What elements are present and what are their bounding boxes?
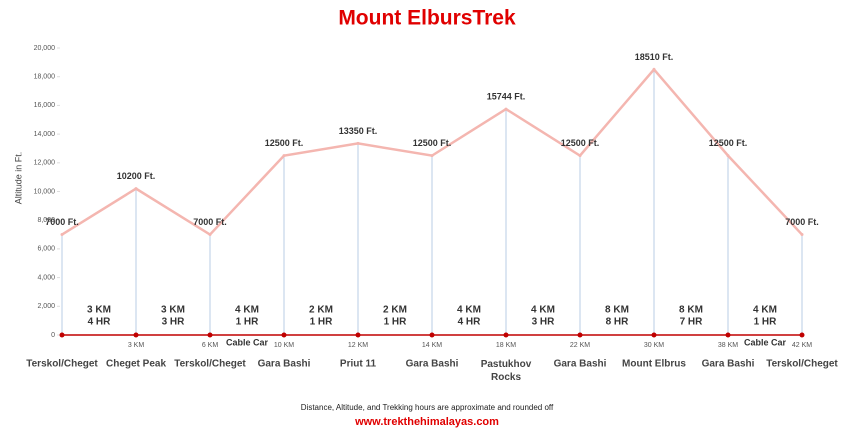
altitude-point xyxy=(282,154,286,158)
station-label: Gara Bashi xyxy=(702,359,755,370)
station-dot xyxy=(59,332,65,338)
station-dot xyxy=(725,332,731,338)
altitude-point xyxy=(800,233,804,237)
segment-time: 1 HR xyxy=(236,317,260,328)
segment-distance: 2 KM xyxy=(383,305,407,316)
station-label: Gara Bashi xyxy=(258,359,311,370)
y-tick-label: 16,000 xyxy=(34,102,56,109)
distance-label: 14 KM xyxy=(422,342,442,349)
y-tick-label: 4,000 xyxy=(37,274,55,281)
value-label: 10200 Ft. xyxy=(117,171,156,181)
station-label: Cheget Peak xyxy=(106,359,166,370)
station-dot xyxy=(799,332,805,338)
distance-label: 42 KM xyxy=(792,342,812,349)
y-tick-label: 10,000 xyxy=(34,188,56,195)
value-label: 12500 Ft. xyxy=(709,138,748,148)
distance-label: 18 KM xyxy=(496,342,516,349)
segment-distance: 3 KM xyxy=(161,305,185,316)
value-label: 12500 Ft. xyxy=(265,138,304,148)
footnote: Distance, Altitude, and Trekking hours a… xyxy=(301,403,554,412)
station-dot xyxy=(651,332,657,338)
segment-distance: 8 KM xyxy=(605,305,629,316)
y-tick-label: 12,000 xyxy=(34,160,56,167)
segment-distance: 2 KM xyxy=(309,305,333,316)
segment-distance: 4 KM xyxy=(457,305,481,316)
value-label: 12500 Ft. xyxy=(413,138,452,148)
segment-time: 1 HR xyxy=(310,317,334,328)
distance-label: 12 KM xyxy=(348,342,368,349)
value-label: 12500 Ft. xyxy=(561,138,600,148)
station-label: Pastukhov Rocks xyxy=(481,359,532,383)
altitude-point xyxy=(726,154,730,158)
station-label: Gara Bashi xyxy=(406,359,459,370)
station-label: Priut 11 xyxy=(340,359,377,370)
segment-time: 4 HR xyxy=(458,317,482,328)
segment-distance: 3 KM xyxy=(87,305,111,316)
altitude-point xyxy=(60,233,64,237)
y-tick-label: 18,000 xyxy=(34,74,56,81)
station-dot xyxy=(207,332,213,338)
y-tick-label: 2,000 xyxy=(37,303,55,310)
altitude-point xyxy=(652,67,656,71)
station-dot xyxy=(429,332,435,338)
value-label: 13350 Ft. xyxy=(339,126,378,136)
segment-time: 8 HR xyxy=(606,317,630,328)
segment-note: Cable Car xyxy=(226,337,269,347)
station-label: Terskol/Cheget xyxy=(26,359,98,370)
segment-time: 4 HR xyxy=(88,317,112,328)
value-label: 18510 Ft. xyxy=(635,52,674,62)
altitude-point xyxy=(430,154,434,158)
distance-label: 6 KM xyxy=(202,342,219,349)
segment-time: 1 HR xyxy=(754,317,778,328)
y-tick-label: 8,000 xyxy=(37,217,55,224)
altitude-point xyxy=(578,154,582,158)
station-label: Terskol/Cheget xyxy=(766,359,838,370)
y-tick-label: 14,000 xyxy=(34,131,56,138)
y-axis-label: Altitude in Ft. xyxy=(13,152,23,205)
station-label: Gara Bashi xyxy=(554,359,607,370)
altitude-point xyxy=(134,187,138,191)
distance-label: 3 KM xyxy=(128,342,145,349)
distance-label: 38 KM xyxy=(718,342,738,349)
distance-label: 22 KM xyxy=(570,342,590,349)
segment-time: 1 HR xyxy=(384,317,408,328)
station-label: Terskol/Cheget xyxy=(174,359,246,370)
website: www.trekthehimalayas.com xyxy=(354,416,499,428)
station-label: Mount Elbrus xyxy=(622,359,686,370)
distance-label: 30 KM xyxy=(644,342,664,349)
segment-distance: 4 KM xyxy=(531,305,555,316)
segment-note: Cable Car xyxy=(744,337,787,347)
chart-title: Mount ElbursTrek xyxy=(338,7,516,30)
y-tick-label: 6,000 xyxy=(37,246,55,253)
segment-time: 7 HR xyxy=(680,317,704,328)
value-label: 15744 Ft. xyxy=(487,91,526,101)
value-label: 7000 Ft. xyxy=(193,217,227,227)
altitude-point xyxy=(208,233,212,237)
distance-label: 10 KM xyxy=(274,342,294,349)
value-label: 7000 Ft. xyxy=(45,217,79,227)
station-dot xyxy=(133,332,139,338)
value-label: 7000 Ft. xyxy=(785,217,819,227)
segment-time: 3 HR xyxy=(162,317,186,328)
y-tick-label: 0 xyxy=(51,332,55,339)
altitude-point xyxy=(356,141,360,145)
station-dot xyxy=(503,332,509,338)
segment-time: 3 HR xyxy=(532,317,556,328)
y-tick-label: 20,000 xyxy=(34,45,56,52)
station-dot xyxy=(281,332,287,338)
segment-distance: 8 KM xyxy=(679,305,703,316)
station-dot xyxy=(577,332,583,338)
segment-distance: 4 KM xyxy=(235,305,259,316)
segment-distance: 4 KM xyxy=(753,305,777,316)
altitude-point xyxy=(504,107,508,111)
station-dot xyxy=(355,332,361,338)
